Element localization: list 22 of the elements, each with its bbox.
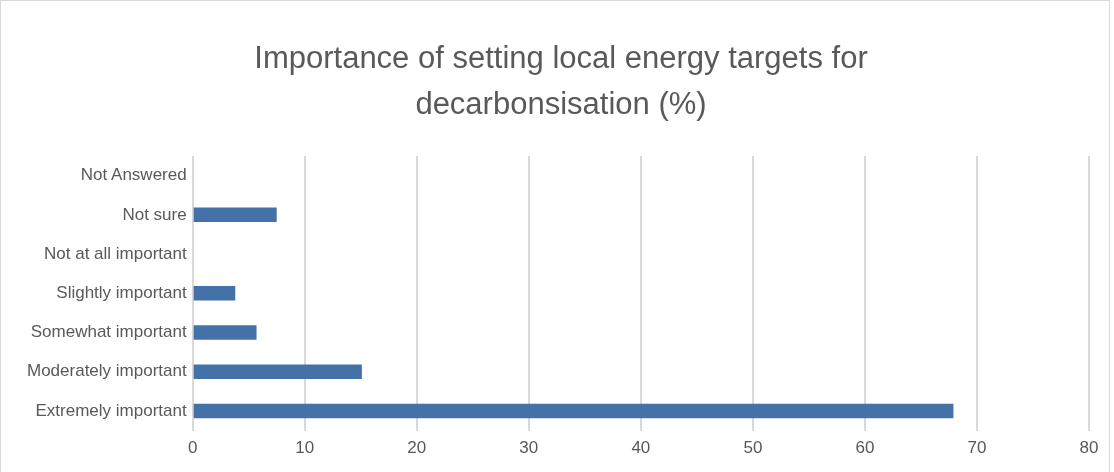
bar: [193, 207, 277, 223]
x-tick-label: 50: [743, 438, 763, 458]
x-tick-label: 30: [519, 438, 539, 458]
y-tick-label: Not Answered: [80, 165, 187, 185]
x-tick-label: 80: [1079, 438, 1099, 458]
bar: [193, 403, 954, 419]
y-tick-label: Moderately important: [26, 361, 187, 381]
x-tick-label: 70: [967, 438, 987, 458]
bar: [193, 364, 362, 380]
x-tick-label: 10: [295, 438, 315, 458]
x-tick-label: 60: [855, 438, 875, 458]
bar: [193, 325, 257, 340]
y-tick-label: Extremely important: [35, 400, 187, 420]
chart-title: Importance of setting local energy targets for decarbonsisation (%): [253, 39, 869, 123]
y-tick-label: Somewhat important: [30, 322, 187, 342]
x-tick-label: 20: [407, 438, 427, 458]
x-tick-label: 0: [187, 438, 198, 458]
bar: [193, 286, 236, 301]
y-tick-label: Slightly important: [56, 282, 187, 302]
y-tick-label: Not sure: [122, 204, 187, 224]
x-tick-label: 40: [631, 438, 651, 458]
y-tick-label: Not at all important: [43, 243, 187, 263]
